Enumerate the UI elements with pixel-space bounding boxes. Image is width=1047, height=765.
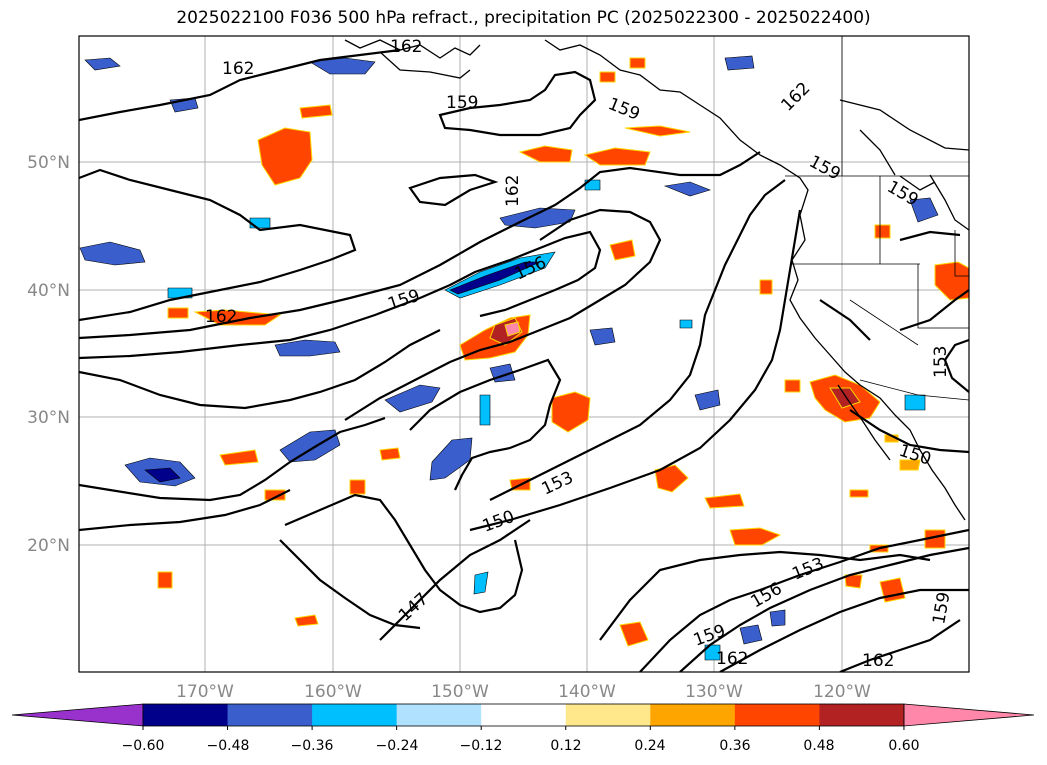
colorbar-segment [565, 704, 651, 726]
lat-label: 50°N [27, 153, 70, 173]
coastlines [344, 39, 969, 521]
colorbar-segment [819, 704, 905, 726]
map-area [79, 36, 969, 672]
colorbar-tick: 0.60 [888, 738, 919, 754]
lon-label: 170°W [176, 682, 234, 702]
political-borders [785, 36, 969, 401]
colorbar-tick: −0.12 [460, 738, 503, 754]
colorbar-segment [396, 704, 482, 726]
height-contours [79, 48, 969, 672]
colorbar-tick: 0.36 [719, 738, 750, 754]
colorbar-tick: 0.48 [803, 738, 834, 754]
lon-label: 120°W [813, 682, 871, 702]
colorbar-tick: −0.24 [376, 738, 419, 754]
lat-label: 20°N [27, 536, 70, 556]
lon-label: 130°W [685, 682, 743, 702]
colorbar-tick: 0.24 [634, 738, 665, 754]
colorbar-tick: 0.12 [550, 738, 581, 754]
precip-positive-patches [157, 57, 969, 647]
longitude-labels: 170°W 160°W 150°W 140°W 130°W 120°W [176, 682, 871, 702]
precip-negative-patches [79, 55, 939, 661]
colorbar-segment [143, 704, 229, 726]
contour-labels: 162 162 159 159 162 159 162 159 162 156 … [205, 37, 955, 671]
colorbar-tick: −0.36 [291, 738, 334, 754]
colorbar-segment [481, 704, 567, 726]
map-title: 2025022100 F036 500 hPa refract., precip… [176, 8, 871, 28]
lat-label: 40°N [27, 281, 70, 301]
contour-label: 153 [931, 346, 951, 378]
contour-label: 162 [503, 175, 523, 207]
colorbar-outline [142, 703, 905, 727]
contour-label: 162 [390, 37, 422, 57]
lat-label: 30°N [27, 408, 70, 428]
lon-label: 140°W [558, 682, 616, 702]
contour-label: 162 [862, 651, 894, 671]
colorbar-tick-labels: −0.60 −0.48 −0.36 −0.24 −0.12 0.12 0.24 … [122, 738, 920, 754]
colorbar-segment [734, 704, 820, 726]
colorbar-segment [650, 704, 736, 726]
colorbar-segment [312, 704, 398, 726]
map-gridlines [79, 36, 969, 672]
contour-label: 159 [446, 93, 478, 113]
colorbar-tick: −0.48 [207, 738, 250, 754]
contour-label: 162 [716, 649, 748, 669]
colorbar-tick: −0.60 [122, 738, 165, 754]
colorbar-extend-low [11, 703, 144, 727]
map-frame [78, 35, 970, 673]
colorbar-extend-high [903, 703, 1035, 727]
colorbar [11, 703, 1035, 730]
lon-label: 150°W [431, 682, 489, 702]
latitude-labels: 50°N 40°N 30°N 20°N [27, 153, 70, 556]
colorbar-segment [227, 704, 313, 726]
contour-label: 162 [205, 307, 237, 327]
lon-label: 160°W [304, 682, 362, 702]
contour-label: 162 [222, 59, 254, 79]
